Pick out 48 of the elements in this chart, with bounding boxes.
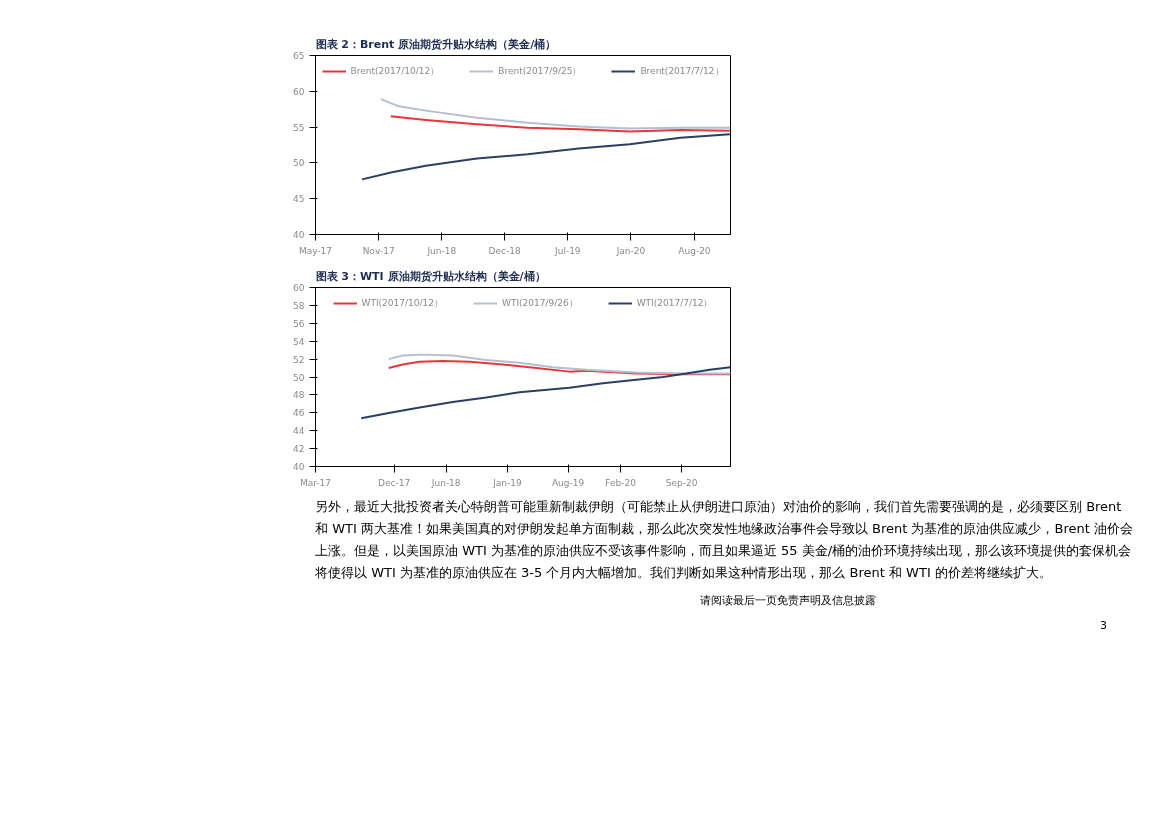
y-tick-label: 44 [293,426,305,437]
y-tick-label: 48 [293,390,305,401]
chart-title: 图表 2：Brent 原油期货升贴水结构（美金/桶） [315,37,557,51]
x-tick-label: Jun-18 [426,245,457,256]
x-tick-label: Sep-20 [665,477,698,488]
legend-label: WTI(2017/9/26） [502,296,578,310]
y-tick-label: 55 [293,122,305,133]
legend-label: Brent(2017/10/12） [350,64,440,78]
y-tick-label: 46 [293,408,305,419]
y-tick-label: 65 [293,51,305,61]
x-tick-label: Dec-17 [378,477,411,488]
line-series [379,98,731,130]
y-tick-label: 50 [293,372,305,383]
x-tick-label: Dec-18 [488,245,521,256]
x-tick-label: Nov-17 [362,245,395,256]
y-tick-label: 60 [293,86,305,97]
x-tick-label: Aug-19 [551,477,585,488]
text: 3 [1100,617,1107,634]
text: 请阅读最后一页免责声明及信息披露 [700,593,876,609]
legend-label: WTI(2017/7/12） [636,296,713,310]
y-tick-label: 54 [293,336,305,347]
line-series [389,115,731,133]
y-tick-label: 60 [293,283,305,293]
legend-label: Brent(2017/7/12） [640,64,724,78]
y-tick-label: 50 [293,158,305,169]
y-tick-label: 40 [293,462,305,472]
x-tick-label: Aug-20 [678,245,711,256]
x-tick-label: Jan-19 [492,477,522,488]
y-tick-label: 58 [293,300,305,311]
x-tick-label: Jan-20 [615,245,646,256]
text: 另外，最近大批投资者关心特朗普可能重新制裁伊朗（可能禁止从伊朗进口原油）对油价的影响，我们首先需要强调的是，必须要区别 Brent 和 WTI 两大基准！如果美国真的对伊朗发起单方面制裁，那么此次突发性地缘政治事件会导致以 Brent 为基准的原油供应减少，Brent 油价会上涨。但是，以美国原油 WTI 为基准的原油供应不受该事件影响，而且如果逼近 55 美金/桶的油价环境持续出现，那么该环境提供的套保机会将使得以 WTI 为基准的原油供应在 3-5 个月内大幅增加。我们判断如果这种情形出现，那么 Brent 和 WTI 的价差将继续扩大。 [315,498,1134,582]
legend-label: Brent(2017/9/25） [498,64,582,78]
y-tick-label: 52 [293,354,305,365]
line-series [360,366,731,420]
legend-label: WTI(2017/10/12） [361,296,443,310]
x-tick-label: Mar-17 [299,477,332,488]
y-tick-label: 42 [293,444,305,455]
line-series [387,359,731,376]
x-tick-label: May-17 [298,245,333,256]
x-tick-label: Feb-20 [605,477,637,488]
chart-title: 图表 3：WTI 原油期货升贴水结构（美金/桶） [315,269,546,283]
x-tick-label: Jun-18 [430,477,461,488]
x-tick-label: Jul-19 [554,245,581,256]
y-tick-label: 56 [293,318,305,329]
y-tick-label: 40 [293,230,305,240]
y-tick-label: 45 [293,194,305,205]
line-series [387,353,731,375]
line-series [361,133,731,181]
